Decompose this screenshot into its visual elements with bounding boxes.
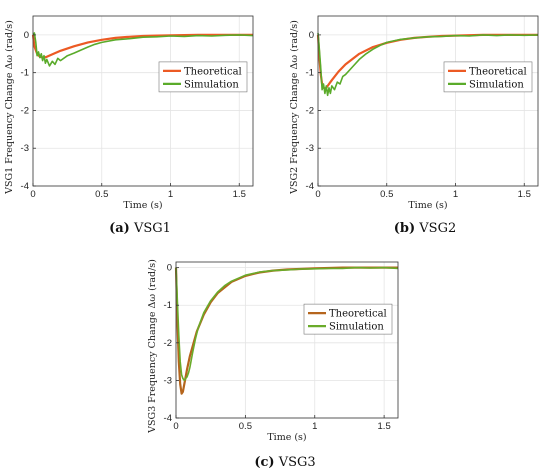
xtick-label-a-0: 0 [30,189,35,200]
legend-label-b-1: Simulation [469,79,524,90]
ytick-label-b-0: 0 [309,30,314,41]
xtick-label-b-1: 0.5 [380,189,393,200]
caption-b-label: (b) [394,221,415,236]
legend-label-a-1: Simulation [184,79,239,90]
xlabel-a: Time (s) [123,200,162,211]
plot-area-b [318,16,538,186]
xtick-label-a-3: 1.5 [233,189,246,200]
ytick-label-a-4: -4 [21,181,29,192]
ylabel-a: VSG1 Frequency Change Δω (rad/s) [4,20,15,195]
xtick-label-c-3: 1.5 [378,421,391,432]
ytick-label-c-2: -2 [164,338,172,349]
axes-box-a [32,15,254,187]
axes-box-b [317,15,539,187]
legend-label-c-1: Simulation [329,322,384,333]
caption-a-text: VSG1 [133,221,171,236]
legend-box-b [443,61,533,93]
ytick-label-a-2: -2 [21,105,29,116]
plot-area-a [33,16,253,186]
caption-c: (c) VSG3 [254,455,315,470]
panel-c: 0 0.5 1 1.5 0 -1 -2 -3 -4 Time (s) VSG3 Frequency … [147,259,399,443]
series-c-simulation [175,266,399,382]
ytick-label-a-0: 0 [24,30,29,41]
legend-label-c-0: Theoretical [329,309,387,320]
caption-a: (a) VSG1 [109,221,171,236]
legend-label-b-0: Theoretical [469,66,527,77]
xtick-label-c-0: 0 [173,421,178,432]
xtick-label-b-0: 0 [315,189,320,200]
xtick-label-a-2: 1 [168,189,173,200]
axes-box-c [175,261,399,419]
xlabel-c: Time (s) [267,432,306,443]
caption-b: (b) VSG2 [394,221,457,236]
ytick-label-a-3: -3 [21,143,29,154]
ylabel-c: VSG3 Frequency Change Δω (rad/s) [147,259,158,434]
caption-a-label: (a) [109,221,130,236]
ytick-label-b-1: -1 [306,68,314,79]
ytick-label-a-1: -1 [21,68,29,79]
panel-b: 0 0.5 1 1.5 0 -1 -2 -3 -4 Time (s) VSG2 Frequency … [289,15,539,211]
caption-c-text: VSG3 [278,455,316,470]
panel-a: 0 0.5 1 1.5 0 -1 -2 -3 -4 Time (s) VSG1 Frequency … [4,15,254,211]
ytick-label-b-3: -3 [306,143,314,154]
xtick-label-b-2: 1 [453,189,458,200]
xtick-label-b-3: 1.5 [518,189,531,200]
caption-c-label: (c) [254,455,274,470]
series-a-simulation [32,32,254,67]
xtick-label-c-1: 0.5 [239,421,252,432]
xtick-label-c-2: 1 [312,421,317,432]
ytick-label-b-2: -2 [306,105,314,116]
caption-b-text: VSG2 [418,221,456,236]
ytick-label-c-3: -3 [164,375,172,386]
plot-area-c [176,262,398,418]
ytick-label-c-4: -4 [164,413,172,424]
ytick-label-c-0: 0 [167,263,172,274]
legend-box-c [303,303,393,335]
xlabel-b: Time (s) [408,200,447,211]
ylabel-b: VSG2 Frequency Change Δω (rad/s) [289,20,300,195]
legend-box-a [158,61,248,93]
ytick-label-b-4: -4 [306,181,314,192]
series-b-simulation [317,32,539,97]
ytick-label-c-1: -1 [164,300,172,311]
xtick-label-a-1: 0.5 [95,189,108,200]
legend-label-a-0: Theoretical [184,66,242,77]
